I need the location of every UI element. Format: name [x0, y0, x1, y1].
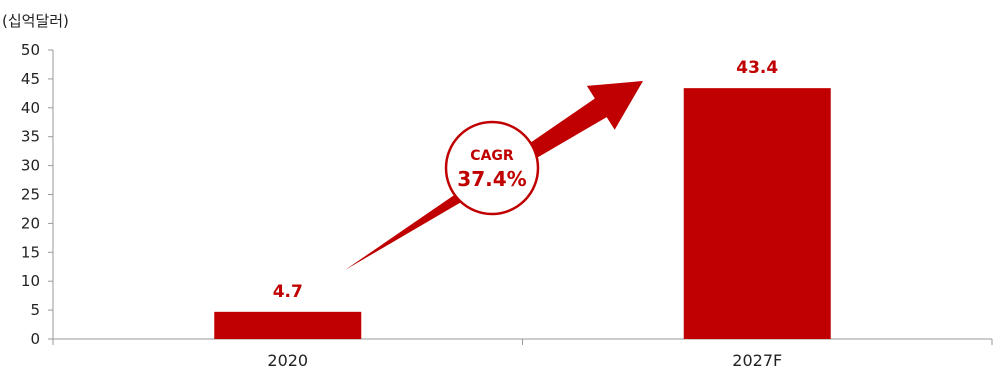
x-axis-labels: 2020 2027F: [267, 351, 782, 370]
x-tick-label: 2027F: [732, 351, 782, 370]
data-labels: 4.7 43.4: [273, 58, 779, 302]
y-tick-label: 45: [21, 70, 40, 88]
y-tick-label: 20: [21, 214, 40, 232]
unit-label: (십억달러): [2, 12, 69, 30]
y-tick-label: 10: [21, 272, 40, 290]
y-tick-label: 5: [30, 301, 40, 319]
y-axis-ticks: 0 5 10 15 20 25 30 35 40 45 50: [21, 41, 53, 348]
x-tick-label: 2020: [267, 351, 308, 370]
y-tick-label: 15: [21, 243, 40, 261]
y-tick-label: 30: [21, 157, 40, 175]
y-tick-label: 25: [21, 186, 40, 204]
cagr-title: CAGR: [470, 148, 514, 164]
cagr-value: 37.4%: [457, 167, 526, 191]
cagr-circle: [444, 120, 540, 216]
bar-2027F: [683, 88, 831, 339]
bar-2020: [214, 311, 362, 339]
data-label: 43.4: [736, 58, 778, 78]
y-tick-label: 40: [21, 99, 40, 117]
data-label: 4.7: [273, 282, 303, 302]
y-tick-label: 35: [21, 128, 40, 146]
bars: [214, 88, 831, 339]
y-tick-label: 50: [21, 41, 40, 59]
y-tick-label: 0: [30, 330, 40, 348]
cagr-badge: CAGR 37.4%: [444, 120, 540, 216]
